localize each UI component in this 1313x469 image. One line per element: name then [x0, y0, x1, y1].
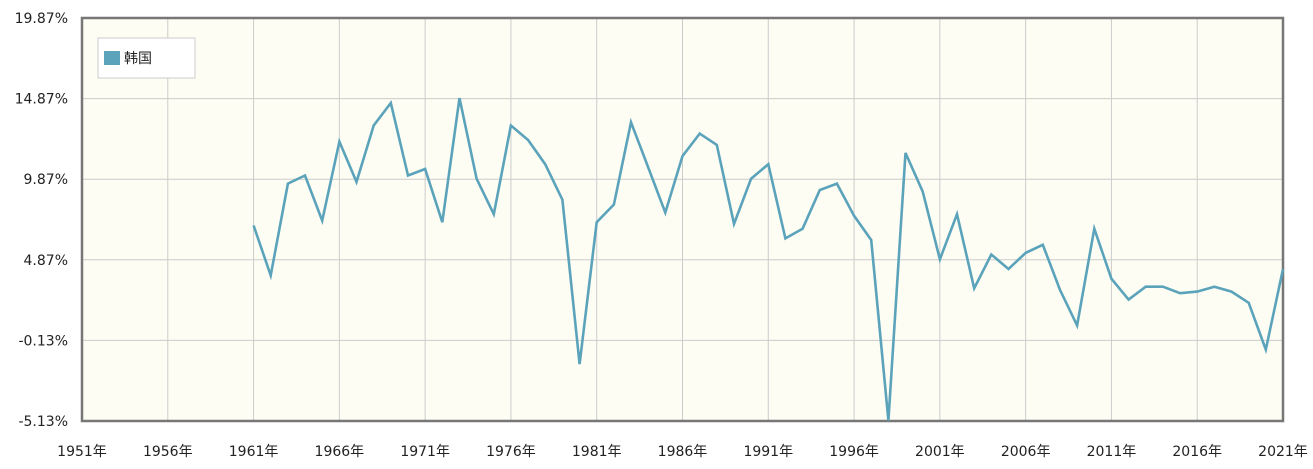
data-point[interactable]: [509, 124, 513, 128]
data-point[interactable]: [801, 227, 805, 231]
data-point[interactable]: [1075, 323, 1079, 327]
data-point[interactable]: [355, 180, 359, 184]
x-tick-label: 2011年: [1087, 444, 1137, 460]
plot-frame: [80, 16, 1285, 423]
data-point[interactable]: [715, 143, 719, 147]
data-point[interactable]: [269, 273, 273, 277]
data-point[interactable]: [1195, 290, 1199, 294]
x-tick-label: 2016年: [1172, 444, 1222, 460]
data-point[interactable]: [629, 120, 633, 124]
y-tick-label: 19.87%: [15, 11, 68, 27]
data-point[interactable]: [406, 173, 410, 177]
data-point[interactable]: [320, 219, 324, 223]
data-point[interactable]: [560, 198, 564, 202]
data-point[interactable]: [303, 173, 307, 177]
data-point[interactable]: [972, 286, 976, 290]
data-point[interactable]: [286, 182, 290, 186]
y-tick-label: 4.87%: [24, 253, 68, 269]
data-point[interactable]: [492, 212, 496, 216]
data-point[interactable]: [475, 177, 479, 181]
data-point[interactable]: [1041, 243, 1045, 247]
data-point[interactable]: [1230, 290, 1234, 294]
x-tick-label: 1986年: [658, 444, 708, 460]
series-line: [252, 97, 1285, 421]
x-tick-label: 2006年: [1001, 444, 1051, 460]
data-point[interactable]: [732, 222, 736, 226]
data-point[interactable]: [423, 167, 427, 171]
x-tick-label: 1981年: [572, 444, 622, 460]
data-point[interactable]: [578, 362, 582, 366]
data-point[interactable]: [1127, 298, 1131, 302]
y-tick-label: -0.13%: [18, 333, 68, 349]
data-point[interactable]: [1264, 348, 1268, 352]
legend-swatch: [104, 51, 120, 65]
data-point[interactable]: [337, 140, 341, 144]
x-tick-label: 1961年: [229, 444, 279, 460]
x-tick-label: 1956年: [143, 444, 193, 460]
data-point[interactable]: [852, 214, 856, 218]
x-tick-label: 1951年: [57, 444, 107, 460]
data-point[interactable]: [1281, 267, 1285, 271]
data-point[interactable]: [783, 236, 787, 240]
y-tick-label: -5.13%: [18, 414, 68, 430]
data-point[interactable]: [526, 138, 530, 142]
data-point[interactable]: [595, 220, 599, 224]
data-point[interactable]: [1109, 277, 1113, 281]
x-tick-label: 1971年: [400, 444, 450, 460]
data-point[interactable]: [1247, 301, 1251, 305]
data-point[interactable]: [663, 211, 667, 215]
data-point[interactable]: [1212, 285, 1216, 289]
data-point[interactable]: [1178, 291, 1182, 295]
x-tick-label: 2001年: [915, 444, 965, 460]
data-point[interactable]: [1006, 267, 1010, 271]
data-point[interactable]: [938, 257, 942, 261]
x-tick-label: 2021年: [1258, 444, 1308, 460]
data-point[interactable]: [646, 165, 650, 169]
y-axis-labels: -5.13% -0.13% 4.87% 9.87% 14.87% 19.87%: [15, 11, 68, 430]
legend: 韩国: [97, 37, 196, 79]
data-point[interactable]: [1161, 285, 1165, 289]
data-point[interactable]: [389, 101, 393, 105]
data-point[interactable]: [835, 182, 839, 186]
data-point[interactable]: [1058, 288, 1062, 292]
data-point[interactable]: [457, 96, 461, 100]
data-point[interactable]: [440, 220, 444, 224]
legend-label: 韩国: [124, 51, 152, 67]
y-tick-label: 14.87%: [15, 92, 68, 108]
x-tick-label: 1991年: [743, 444, 793, 460]
data-point[interactable]: [1024, 251, 1028, 255]
data-point[interactable]: [818, 188, 822, 192]
data-point[interactable]: [372, 124, 376, 128]
data-point[interactable]: [1144, 285, 1148, 289]
data-point[interactable]: [921, 190, 925, 194]
data-point[interactable]: [749, 177, 753, 181]
data-point[interactable]: [681, 154, 685, 158]
data-point[interactable]: [869, 238, 873, 242]
data-point[interactable]: [1092, 227, 1096, 231]
y-tick-label: 9.87%: [24, 172, 68, 188]
x-tick-label: 1996年: [829, 444, 879, 460]
data-point[interactable]: [886, 419, 890, 423]
data-point[interactable]: [989, 252, 993, 256]
x-tick-label: 1976年: [486, 444, 536, 460]
plot-border: [80, 16, 1285, 423]
data-point[interactable]: [766, 162, 770, 166]
data-point[interactable]: [252, 223, 256, 227]
x-axis-labels: 1951年 1956年 1961年 1966年 1971年 1976年 1981年 1986年…: [57, 444, 1308, 460]
data-point[interactable]: [698, 132, 702, 136]
data-point[interactable]: [612, 203, 616, 207]
data-point[interactable]: [904, 151, 908, 155]
series-layer: [252, 96, 1285, 423]
x-tick-label: 1966年: [315, 444, 365, 460]
data-point[interactable]: [955, 212, 959, 216]
data-point[interactable]: [543, 162, 547, 166]
